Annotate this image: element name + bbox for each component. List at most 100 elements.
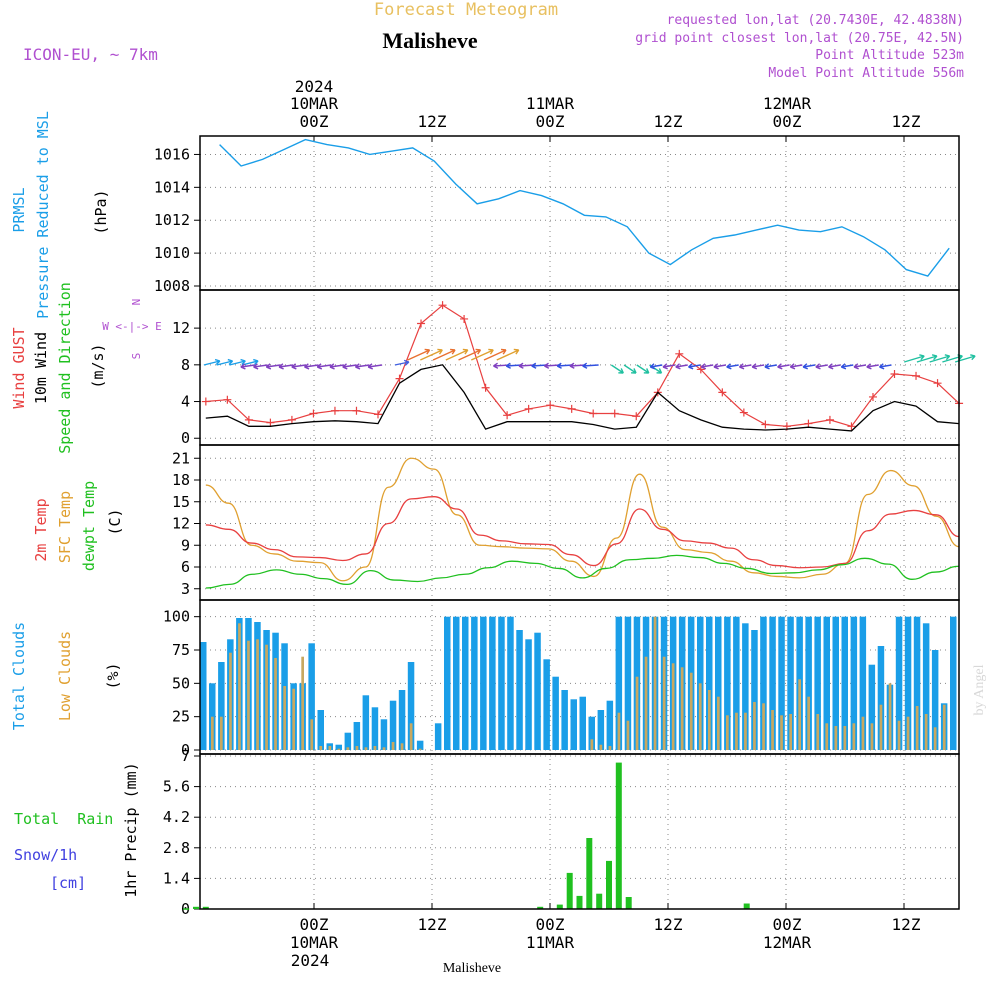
low-cloud-bar: [617, 712, 621, 750]
snow-label: Snow/1h: [14, 846, 77, 864]
low-cloud-bar: [418, 748, 422, 750]
bottom-date-label: 12MAR: [763, 933, 812, 952]
y-tick-label: 1010: [154, 244, 190, 262]
total-cloud-bar: [453, 616, 460, 750]
temp2m-label: 2m Temp: [32, 498, 50, 561]
gust-marker: [933, 379, 942, 388]
total-cloud-bar: [462, 616, 469, 750]
low-cloud-bar: [590, 739, 594, 750]
gust-marker: [330, 406, 339, 415]
wind-direction-arrow: [329, 363, 345, 370]
top-date-label: 11MAR: [526, 94, 575, 113]
bottom-time-label: 12Z: [654, 915, 683, 934]
low-cloud-bar: [915, 706, 919, 750]
total-cloud-bar: [489, 616, 496, 750]
gust-marker: [718, 388, 727, 397]
low-cloud-bar: [337, 748, 341, 750]
snow-unit-label: [cm]: [50, 874, 86, 892]
wind-direction-arrow: [764, 363, 777, 370]
total-cloud-bar: [200, 642, 207, 750]
total-cloud-bar: [895, 616, 903, 750]
total-cloud-bar: [570, 699, 577, 750]
low-cloud-bar: [843, 726, 847, 750]
wind-direction-arrow: [916, 354, 938, 363]
low-cloud-bar: [274, 658, 277, 750]
wind-direction-arrow: [458, 348, 482, 361]
bottom-time-label: 12Z: [418, 915, 447, 934]
total-cloud-bar: [706, 616, 713, 750]
compass-s: S: [130, 353, 143, 360]
y-tick-label: 4.2: [163, 808, 190, 826]
gust-marker: [352, 406, 361, 415]
precip-bar: [606, 860, 612, 909]
top-time-label: 12Z: [654, 112, 683, 131]
low-cloud-bar: [933, 727, 937, 750]
low-cloud-bar: [780, 715, 783, 750]
low-cloud-bar: [942, 704, 946, 750]
gust-marker: [503, 411, 512, 420]
total-cloud-bar: [913, 616, 921, 750]
rain-labels: Total Rain Snow/1h [cm] 1hr Precip (mm): [14, 762, 140, 897]
low-cloud-bar: [870, 723, 874, 750]
wind10m-label: 10m Wind: [32, 332, 50, 404]
wind-direction-arrow: [394, 359, 410, 366]
y-tick-label: 4: [181, 393, 190, 411]
total-cloud-bar: [787, 616, 794, 750]
gust-marker: [309, 409, 318, 418]
plot-area: 1008 1010 1012 1014 1016 0 4 8 12 3 6 9 12 15 18 21 0 25 5…: [154, 135, 976, 918]
panel-3: [194, 445, 959, 600]
low-cloud-bar: [671, 663, 675, 750]
gust-marker: [481, 383, 490, 392]
total-cloud-bar: [335, 744, 342, 750]
y-tick-label: 6: [181, 558, 190, 576]
wind-direction-arrow: [853, 363, 867, 370]
low-cloud-bar: [807, 696, 810, 750]
bottom-year-label: 2024: [291, 951, 330, 970]
wind-direction-arrow: [777, 363, 790, 370]
low-cloud-bar: [744, 712, 747, 750]
wind-direction-arrow: [253, 363, 268, 370]
y-tick-label: 0: [181, 741, 190, 759]
total-cloud-bar: [615, 616, 623, 750]
low-cloud-bar: [735, 712, 738, 750]
total-cloud-bar: [588, 716, 595, 750]
precip-bar: [615, 762, 622, 909]
wind-direction-arrow: [304, 363, 319, 370]
precip-bar: [193, 906, 199, 909]
y-tick-label: 12: [172, 515, 190, 533]
y-tick-label: 3: [181, 580, 190, 598]
requested-coords: requested lon,lat (20.7430E, 42.4838N): [667, 13, 964, 28]
wind-direction-arrow: [291, 363, 306, 370]
total-cloud-bar: [950, 616, 957, 750]
wind-direction-arrow: [610, 364, 624, 374]
low-cloud-bar: [301, 656, 304, 750]
wind-direction-arrow: [954, 354, 976, 363]
top-time-label: 00Z: [773, 112, 802, 131]
wind-direction-arrow: [726, 363, 739, 370]
gust-marker: [374, 410, 383, 419]
watermark: by Angel: [972, 664, 987, 715]
bottom-date-label: 11MAR: [526, 933, 575, 952]
low-cloud-bar: [906, 716, 910, 750]
prmsl-label: PRMSL: [10, 187, 28, 232]
total-cloud-bar: [597, 710, 605, 750]
low-cloud-bar: [644, 656, 648, 750]
low-cloud-bar: [283, 686, 286, 750]
total-cloud-bar: [814, 616, 821, 750]
wind-direction-arrow: [367, 363, 383, 370]
total-cloud-bar: [724, 616, 731, 750]
y-tick-label: 75: [172, 641, 190, 659]
wind-direction-arrow: [929, 354, 951, 363]
gust-marker: [890, 370, 899, 379]
dewpt-line: [205, 554, 960, 589]
y-tick-label: 12: [172, 319, 190, 337]
gust-marker: [438, 301, 447, 310]
total-cloud-bar: [362, 695, 370, 750]
total-cloud-bar: [868, 664, 876, 750]
y-tick-label: 8: [181, 356, 190, 374]
panel-1: [194, 136, 959, 290]
wind-direction-arrow: [675, 363, 688, 370]
wind-labels: Wind GUST 10m Wind Speed and Direction (…: [10, 282, 162, 454]
total-cloud-bar: [715, 616, 722, 750]
low-cloud-bar: [717, 696, 720, 750]
